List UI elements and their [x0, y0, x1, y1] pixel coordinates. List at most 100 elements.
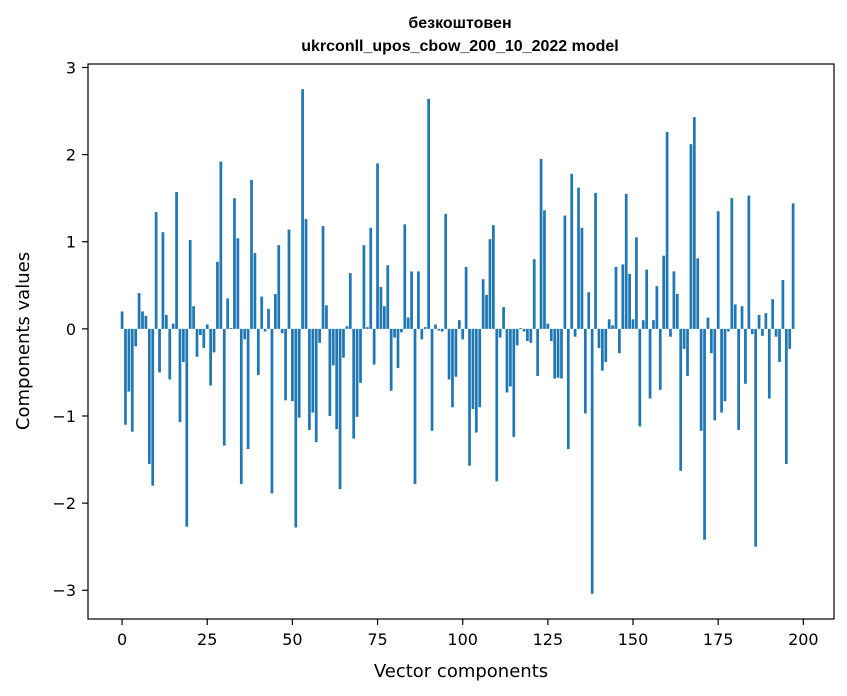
- bar: [171, 323, 175, 329]
- bar: [539, 158, 543, 329]
- bar: [566, 328, 570, 450]
- bar: [239, 328, 243, 484]
- bar: [256, 328, 260, 376]
- bar: [434, 324, 437, 329]
- bar: [652, 320, 655, 329]
- bar: [662, 255, 666, 329]
- chart-title-line1: безкоштовен: [408, 15, 511, 32]
- bar: [648, 328, 652, 399]
- bar: [505, 328, 509, 393]
- bar: [372, 328, 376, 365]
- bar: [706, 317, 710, 329]
- bar: [675, 294, 679, 329]
- bar: [553, 328, 557, 379]
- bar: [417, 271, 420, 329]
- bar: [141, 311, 144, 329]
- bar: [229, 327, 233, 329]
- bar: [577, 187, 580, 329]
- bar: [624, 193, 628, 329]
- bar: [730, 198, 734, 329]
- bar: [491, 225, 495, 329]
- bar: [536, 328, 540, 376]
- bar: [607, 319, 611, 329]
- bar: [151, 328, 155, 486]
- bar: [461, 328, 465, 340]
- bar: [345, 326, 349, 329]
- bar: [478, 328, 482, 408]
- y-tick-label: 3: [66, 58, 76, 77]
- bar: [164, 314, 168, 329]
- bar: [604, 328, 608, 362]
- bar: [393, 328, 396, 338]
- bar: [665, 131, 669, 329]
- bar: [226, 298, 230, 329]
- bar: [400, 328, 403, 333]
- bar: [243, 328, 247, 340]
- bar: [744, 328, 747, 384]
- bar: [464, 267, 468, 329]
- bar: [754, 328, 758, 547]
- bar: [502, 307, 505, 329]
- bar: [737, 328, 740, 430]
- bar: [532, 259, 536, 329]
- bar: [720, 328, 723, 413]
- bar: [696, 258, 700, 329]
- bar: [618, 328, 621, 354]
- bar: [216, 261, 219, 329]
- x-tick-label: 0: [117, 630, 127, 649]
- bar: [267, 308, 270, 329]
- y-tick-label: −3: [52, 581, 76, 600]
- bar: [335, 328, 339, 430]
- bar: [382, 306, 386, 329]
- bar: [481, 279, 485, 329]
- bar: [120, 311, 124, 329]
- bar: [498, 328, 502, 338]
- bar: [740, 306, 744, 329]
- bar: [362, 245, 366, 329]
- bar: [297, 328, 301, 418]
- bar: [202, 328, 206, 349]
- chart-title-line2: ukrconll_upos_cbow_200_10_2022 model: [301, 38, 618, 55]
- bar: [168, 328, 172, 380]
- bar: [182, 328, 185, 362]
- bar: [236, 238, 240, 329]
- bar: [710, 328, 713, 354]
- bar: [270, 328, 274, 494]
- bar: [471, 328, 475, 410]
- bar: [597, 328, 601, 349]
- bar: [583, 328, 587, 414]
- bar: [413, 328, 417, 484]
- bar: [311, 328, 315, 413]
- bar: [611, 325, 614, 329]
- bar: [427, 98, 431, 329]
- bar: [365, 327, 369, 329]
- bar: [635, 237, 638, 329]
- bar: [294, 328, 298, 528]
- bar: [331, 328, 335, 366]
- bar: [699, 328, 703, 431]
- bar: [679, 328, 683, 471]
- bar: [263, 328, 267, 332]
- bar: [631, 319, 635, 329]
- bar: [757, 314, 761, 329]
- bar: [573, 328, 577, 337]
- bar: [457, 320, 461, 329]
- y-tick-label: −1: [52, 407, 76, 426]
- bar: [689, 144, 693, 329]
- bar: [199, 328, 202, 335]
- bar: [406, 317, 410, 329]
- x-tick-label: 125: [533, 630, 564, 649]
- bar: [543, 210, 546, 329]
- bar: [328, 328, 332, 416]
- bar: [280, 328, 284, 334]
- bar: [178, 328, 182, 423]
- bar: [580, 227, 584, 329]
- bar: [529, 328, 533, 343]
- bar: [594, 192, 597, 329]
- bar: [291, 328, 294, 402]
- bar: [396, 328, 400, 369]
- x-tick-label: 150: [618, 630, 649, 649]
- x-axis-label: Vector components: [374, 661, 548, 682]
- bar: [284, 328, 287, 401]
- bar: [130, 328, 134, 432]
